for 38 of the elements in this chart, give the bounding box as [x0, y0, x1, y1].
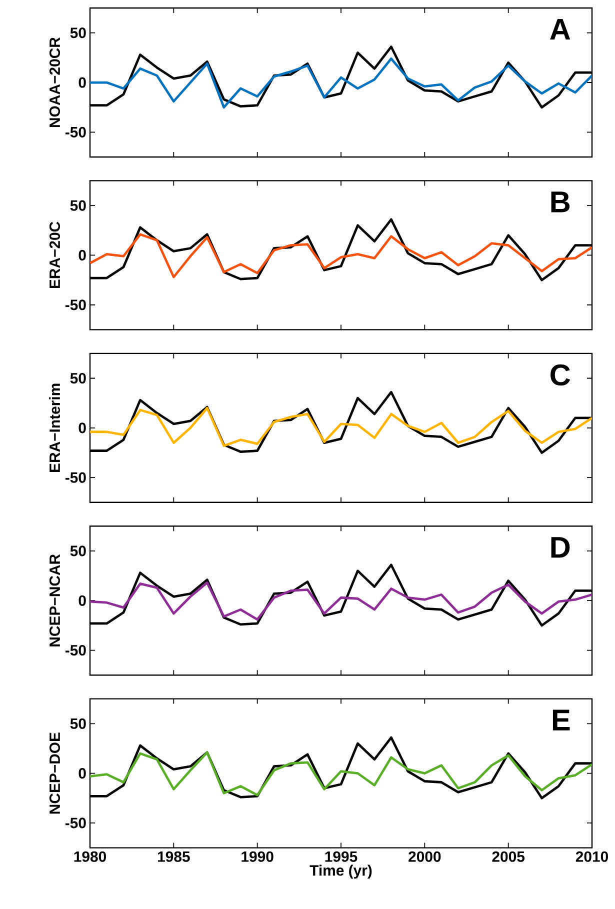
y-tick-label: 50	[70, 372, 86, 384]
x-tick-label: 1985	[158, 851, 190, 862]
y-axis-title: NCEP−DOE	[49, 732, 60, 814]
annotation: E	[552, 710, 570, 730]
x-tick-label: 2005	[492, 851, 525, 862]
y-axis-title: NCEP−NCAR	[49, 554, 60, 646]
annotation: C	[550, 364, 570, 386]
y-tick-label: 0	[78, 77, 86, 88]
x-tick-label: 1995	[325, 851, 358, 862]
y-axis-title: NOAA−20CR	[49, 37, 60, 127]
annotation: B	[551, 192, 570, 212]
line-series	[90, 233, 592, 278]
line-series	[90, 406, 592, 447]
y-tick-label: 50	[70, 718, 86, 729]
line-series	[90, 57, 592, 109]
y-axis-title: ERA−Interim	[49, 384, 60, 472]
x-tick-label: 1990	[242, 851, 274, 862]
annotation: D	[551, 537, 570, 558]
x-tick-label: 1980	[74, 851, 106, 862]
y-tick-label: 0	[78, 768, 86, 779]
y-tick-label: 50	[70, 28, 86, 38]
y-tick-label: -50	[65, 126, 86, 138]
y-tick-label: 50	[70, 200, 86, 211]
x-tick-label: 2000	[408, 851, 441, 862]
line-series	[90, 751, 592, 796]
y-tick-label: -50	[65, 818, 86, 828]
y-axis-title: ERA−20C	[49, 222, 60, 288]
x-tick-label: 2010	[576, 851, 608, 862]
line-series	[90, 582, 592, 621]
y-tick-label: 50	[70, 546, 86, 556]
y-tick-label: 0	[78, 250, 86, 260]
y-tick-label: -50	[65, 300, 86, 310]
y-tick-label: 0	[78, 595, 86, 606]
y-tick-label: -50	[65, 644, 86, 656]
y-tick-label: 0	[78, 422, 86, 434]
annotation: A	[550, 18, 570, 40]
y-tick-label: -50	[65, 472, 86, 483]
x-axis-title: Time (yr)	[310, 864, 372, 879]
